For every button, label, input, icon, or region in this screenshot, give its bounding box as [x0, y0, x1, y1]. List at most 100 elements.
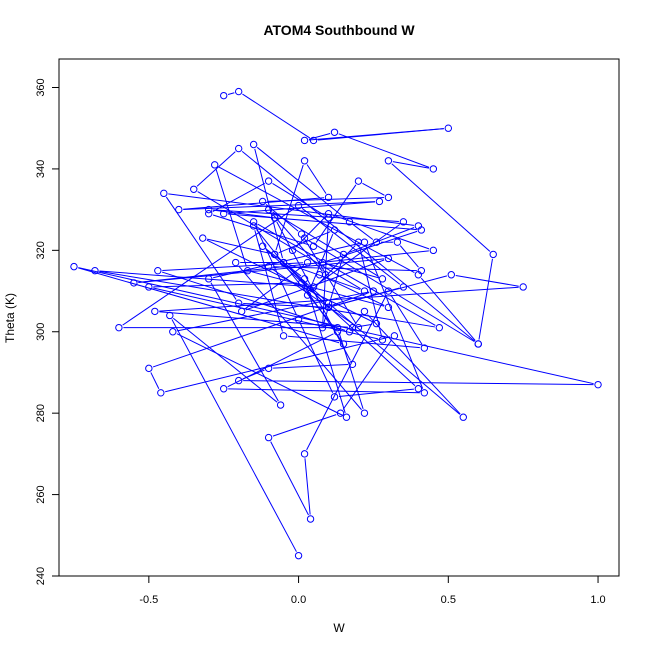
data-point	[360, 287, 369, 295]
series-0	[70, 87, 602, 560]
data-point	[115, 323, 123, 332]
data-point	[279, 332, 288, 340]
series-line-segment	[212, 214, 310, 246]
data-point	[384, 303, 393, 312]
series-line-segment	[218, 166, 415, 274]
data-point	[169, 328, 177, 336]
data-point	[154, 266, 162, 275]
series-line-segment	[99, 270, 310, 288]
data-point	[300, 234, 309, 242]
data-point	[145, 283, 153, 291]
series-line-segment	[306, 164, 327, 194]
series-line-segment	[332, 214, 430, 250]
series-line-segment	[256, 146, 347, 220]
data-point	[151, 307, 159, 316]
series-line-segment	[300, 323, 334, 394]
data-point	[459, 413, 467, 421]
data-point	[378, 275, 387, 283]
data-point	[447, 271, 455, 279]
data-point	[429, 246, 438, 255]
series-line-segment	[323, 276, 385, 306]
series-line-segment	[228, 213, 417, 231]
data-point	[249, 140, 258, 149]
series-line-segment	[213, 209, 271, 218]
data-point	[330, 226, 339, 234]
data-point	[160, 189, 168, 198]
series-line-segment	[338, 133, 430, 168]
series-line-segment	[478, 258, 493, 340]
series-line-segment	[304, 458, 311, 515]
series-line-segment	[254, 148, 283, 259]
data-point	[384, 193, 393, 202]
series-line-segment	[165, 196, 237, 300]
series-line-segment	[243, 380, 594, 386]
data-point	[145, 364, 153, 373]
data-point	[309, 283, 318, 291]
series-line-segment	[165, 336, 391, 393]
data-point	[175, 205, 183, 214]
data-point	[231, 258, 240, 267]
data-point	[300, 157, 309, 165]
series-line-segment	[352, 224, 374, 240]
data-point	[339, 250, 348, 259]
series-line-segment	[322, 222, 329, 324]
series-line-segment	[251, 271, 385, 307]
data-point	[294, 201, 303, 210]
data-point	[234, 376, 243, 385]
data-point	[258, 242, 267, 250]
series-line-segment	[210, 282, 279, 402]
data-point	[429, 165, 438, 173]
data-point	[318, 258, 327, 267]
data-point	[378, 336, 387, 344]
data-point	[300, 136, 309, 145]
data-point	[70, 262, 78, 271]
data-point	[330, 393, 339, 401]
y-tick-label: 320	[35, 241, 47, 259]
series-line-segment	[362, 182, 385, 196]
data-point	[234, 299, 243, 307]
data-point	[309, 136, 318, 145]
data-point	[360, 307, 369, 316]
series-line-segment	[270, 441, 309, 516]
data-point	[360, 238, 369, 246]
series-line-segment	[420, 277, 476, 341]
series-line-segment	[399, 245, 419, 268]
data-point	[336, 409, 345, 417]
series-line-segment	[308, 132, 331, 140]
series-line-segment	[150, 372, 160, 389]
data-point	[519, 283, 527, 291]
x-tick-label: -0.5	[139, 594, 158, 606]
y-tick-label: 340	[35, 160, 47, 178]
data-point	[435, 323, 444, 332]
x-tick-label: 0.5	[441, 594, 456, 606]
data-point	[324, 193, 333, 202]
series-line-segment	[295, 216, 326, 248]
data-point	[342, 413, 351, 421]
y-tick-label: 300	[35, 323, 47, 341]
data-point	[249, 218, 258, 226]
data-point	[339, 340, 348, 348]
data-point	[234, 87, 243, 96]
series-line-segment	[171, 319, 297, 552]
series-line-segment	[242, 93, 311, 139]
data-point	[309, 242, 318, 250]
data-point	[318, 323, 327, 332]
series-line-segment	[228, 388, 420, 394]
data-point	[294, 315, 303, 324]
data-point	[420, 344, 429, 352]
chart-title: ATOM4 Southbound W	[263, 22, 415, 38]
series-line-segment	[365, 246, 424, 389]
y-tick-label: 260	[35, 485, 47, 503]
series-line-segment	[207, 238, 271, 254]
data-point	[333, 323, 342, 332]
data-point	[360, 409, 369, 417]
data-point	[414, 385, 423, 393]
data-point	[372, 319, 381, 328]
series-line-segment	[215, 168, 247, 267]
y-axis-label: Theta (K)	[3, 293, 17, 343]
series-line-segment	[256, 229, 336, 329]
series-line-segment	[278, 231, 331, 254]
data-point	[220, 91, 228, 100]
data-point	[249, 222, 258, 230]
